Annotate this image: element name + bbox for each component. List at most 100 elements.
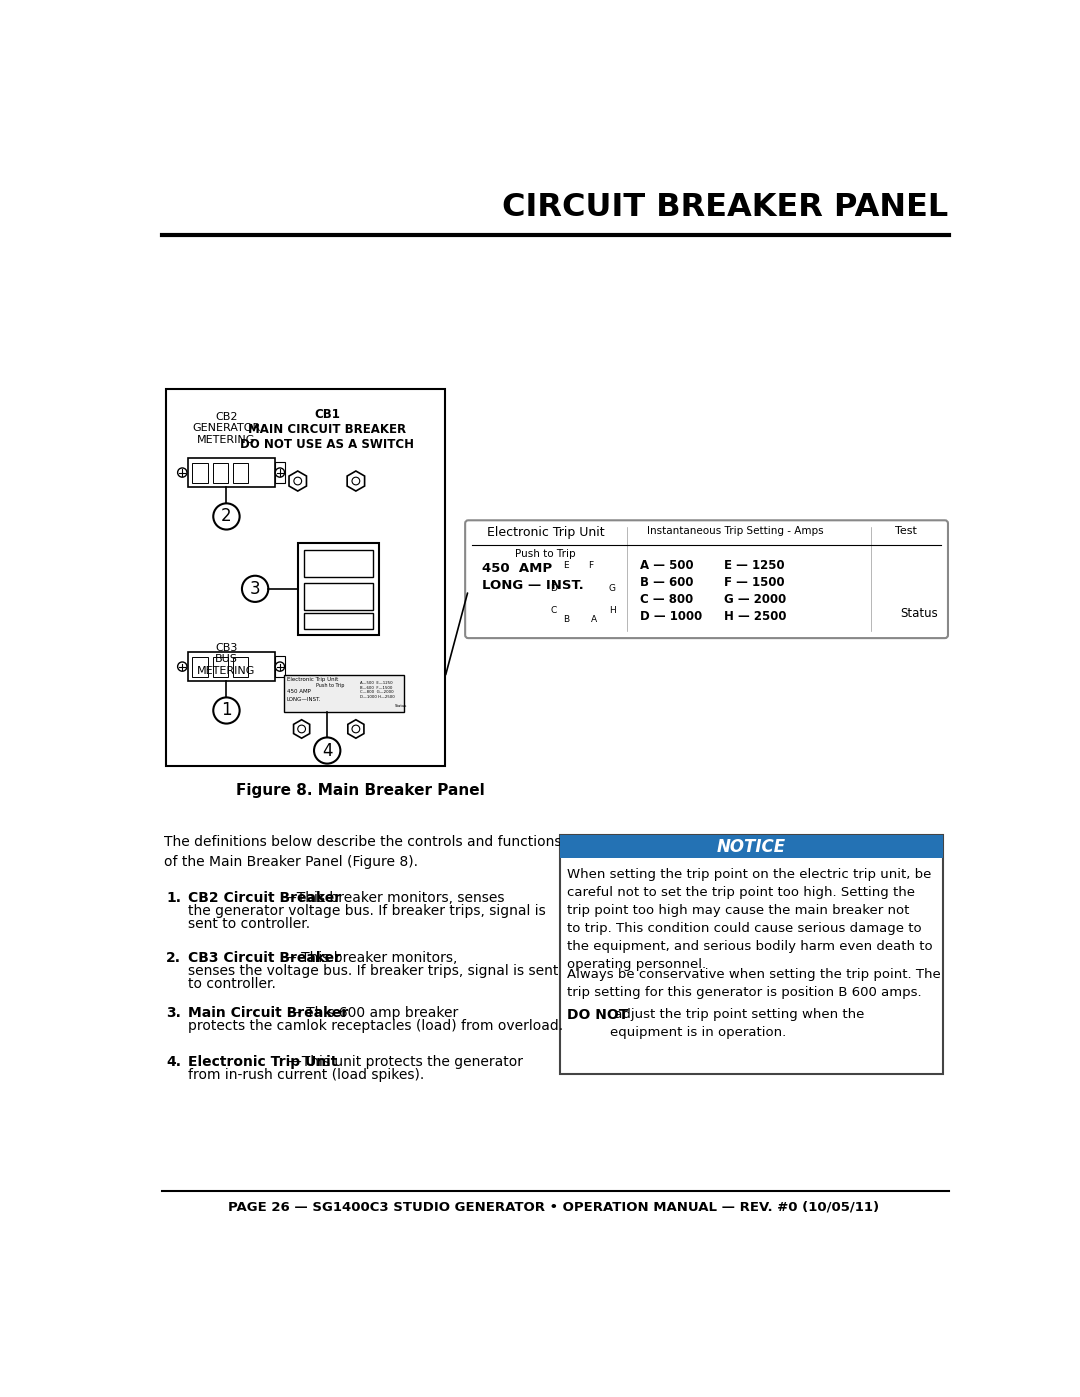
Text: CB3 Circuit Breaker: CB3 Circuit Breaker <box>188 951 340 965</box>
Text: D — 1000: D — 1000 <box>640 609 703 623</box>
Text: 3.: 3. <box>166 1006 180 1020</box>
Bar <box>274 462 285 483</box>
Text: Push to Trip: Push to Trip <box>515 549 576 559</box>
Text: Status: Status <box>900 606 937 620</box>
Polygon shape <box>294 719 310 738</box>
Text: G: G <box>609 584 616 592</box>
Text: 450  AMP: 450 AMP <box>482 562 552 576</box>
Text: — This breaker monitors,: — This breaker monitors, <box>283 951 458 965</box>
Text: —This breaker monitors, senses: —This breaker monitors, senses <box>283 891 505 905</box>
Text: 4.: 4. <box>166 1055 181 1069</box>
Text: C — 800: C — 800 <box>640 592 693 606</box>
Text: LONG—INST.: LONG—INST. <box>287 697 322 701</box>
Bar <box>559 835 943 858</box>
Circle shape <box>275 468 284 478</box>
Text: Instantaneous Trip Setting - Amps: Instantaneous Trip Setting - Amps <box>647 527 824 536</box>
Text: F: F <box>589 562 593 570</box>
Text: B — 600: B — 600 <box>640 576 693 588</box>
Text: CB3
BUS
METERING: CB3 BUS METERING <box>198 643 256 676</box>
Text: F — 1500: F — 1500 <box>724 576 785 588</box>
Polygon shape <box>348 719 364 738</box>
Text: D—1000 H—2500: D—1000 H—2500 <box>360 696 394 698</box>
Circle shape <box>882 606 896 620</box>
Bar <box>274 655 285 678</box>
Text: C—800  G—2000: C—800 G—2000 <box>360 690 393 694</box>
Text: —This unit protects the generator: —This unit protects the generator <box>288 1055 524 1069</box>
Bar <box>213 462 228 482</box>
Circle shape <box>213 697 240 724</box>
Text: Electronic Trip Unit: Electronic Trip Unit <box>188 1055 337 1069</box>
Text: DO NOT: DO NOT <box>567 1007 629 1021</box>
Text: senses the voltage bus. If breaker trips, signal is sent: senses the voltage bus. If breaker trips… <box>188 964 558 978</box>
Circle shape <box>352 478 360 485</box>
Circle shape <box>294 478 301 485</box>
Text: 2.: 2. <box>166 951 181 965</box>
Circle shape <box>342 689 356 703</box>
Text: A: A <box>591 615 597 624</box>
Polygon shape <box>347 471 365 490</box>
Text: 3: 3 <box>249 580 260 598</box>
Circle shape <box>298 725 306 733</box>
Text: When setting the trip point on the electric trip unit, be
careful not to set the: When setting the trip point on the elect… <box>567 868 933 971</box>
Circle shape <box>597 576 626 605</box>
Text: Status: Status <box>394 704 407 708</box>
Text: — This 600 amp breaker: — This 600 amp breaker <box>288 1006 459 1020</box>
Text: the generator voltage bus. If breaker trips, signal is: the generator voltage bus. If breaker tr… <box>188 904 545 918</box>
Text: 1.: 1. <box>166 891 181 905</box>
Bar <box>303 613 373 629</box>
Text: to controller.: to controller. <box>188 977 275 990</box>
Circle shape <box>177 662 187 671</box>
Text: E — 1250: E — 1250 <box>724 559 785 571</box>
Text: 1: 1 <box>221 701 232 719</box>
Bar <box>232 657 248 676</box>
Circle shape <box>275 662 284 671</box>
Bar <box>375 687 388 701</box>
Bar <box>284 675 404 712</box>
Text: LONG — INST.: LONG — INST. <box>482 578 584 592</box>
Bar <box>166 388 445 766</box>
Bar <box>303 583 373 610</box>
Text: 4: 4 <box>322 742 333 760</box>
Text: Main Circuit Breaker: Main Circuit Breaker <box>188 1006 348 1020</box>
Text: The definitions below describe the controls and functions
of the Main Breaker Pa: The definitions below describe the contr… <box>164 835 562 869</box>
Circle shape <box>213 503 240 529</box>
Text: NOTICE: NOTICE <box>717 838 786 856</box>
Circle shape <box>888 584 893 590</box>
Text: sent to controller.: sent to controller. <box>188 916 310 930</box>
Circle shape <box>888 567 893 573</box>
Text: D: D <box>550 584 557 592</box>
Text: Figure 8. Main Breaker Panel: Figure 8. Main Breaker Panel <box>235 782 485 798</box>
Text: CB2
GENERATOR
METERING: CB2 GENERATOR METERING <box>192 412 260 444</box>
Text: from in-rush current (load spikes).: from in-rush current (load spikes). <box>188 1067 424 1081</box>
Circle shape <box>242 576 268 602</box>
Bar <box>192 462 207 482</box>
Bar <box>303 549 373 577</box>
Text: CIRCUIT BREAKER PANEL: CIRCUIT BREAKER PANEL <box>502 193 948 224</box>
Circle shape <box>563 570 603 610</box>
Text: protects the camlok receptacles (load) from overload.: protects the camlok receptacles (load) f… <box>188 1020 563 1034</box>
Text: B: B <box>563 615 569 624</box>
Bar <box>192 657 207 676</box>
Circle shape <box>558 566 608 615</box>
Bar <box>298 542 379 636</box>
Bar <box>213 657 228 676</box>
Text: H — 2500: H — 2500 <box>724 609 786 623</box>
Text: C: C <box>551 606 556 615</box>
Text: B—600  F—1500: B—600 F—1500 <box>360 686 392 690</box>
Bar <box>882 563 916 595</box>
Polygon shape <box>289 471 307 490</box>
Text: 2: 2 <box>221 507 232 525</box>
Text: A — 500: A — 500 <box>640 559 694 571</box>
Text: Electronic Trip Unit: Electronic Trip Unit <box>487 527 605 539</box>
Text: 450 AMP: 450 AMP <box>287 689 311 694</box>
Circle shape <box>352 725 360 733</box>
Bar <box>188 652 274 682</box>
Text: PAGE 26 — SG1400C3 STUDIO GENERATOR • OPERATION MANUAL — REV. #0 (10/05/11): PAGE 26 — SG1400C3 STUDIO GENERATOR • OP… <box>228 1201 879 1214</box>
Bar <box>232 462 248 482</box>
Text: adjust the trip point setting when the
equipment is in operation.: adjust the trip point setting when the e… <box>610 1007 864 1039</box>
Text: A—500  E—1250: A—500 E—1250 <box>360 682 392 686</box>
FancyBboxPatch shape <box>465 520 948 638</box>
Circle shape <box>326 686 342 704</box>
Text: G — 2000: G — 2000 <box>724 592 786 606</box>
Circle shape <box>905 584 910 590</box>
